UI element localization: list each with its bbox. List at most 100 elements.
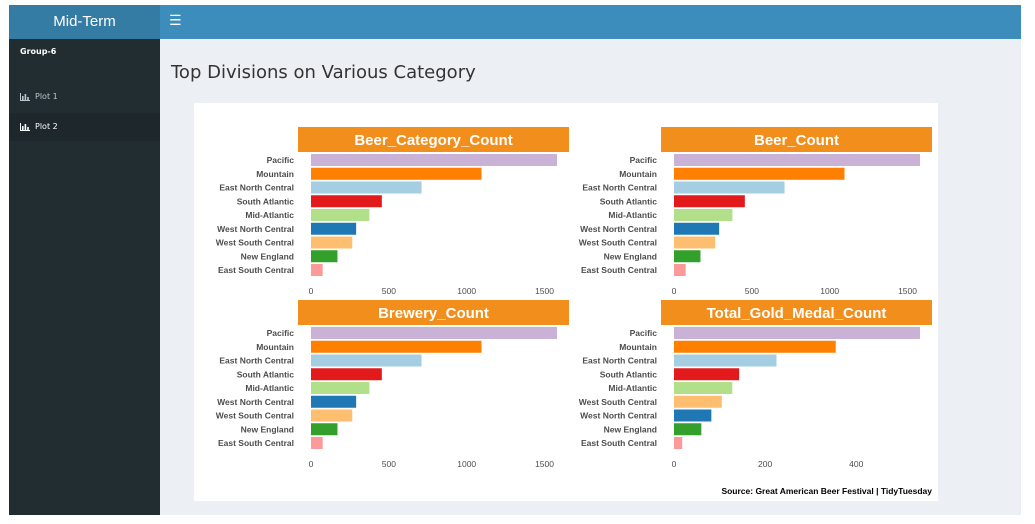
- category-label: Mid-Atlantic: [608, 383, 657, 393]
- panel-strip-total-gold-medal-count: [661, 300, 932, 325]
- category-label: Mid-Atlantic: [608, 210, 657, 220]
- bar-mountain: [674, 167, 845, 180]
- plot-output: Beer_Category_Count Pacific Mountain East N…: [194, 103, 938, 501]
- category-label: Mountain: [256, 169, 294, 179]
- bar-west-south-central: [674, 395, 722, 408]
- bar-west-north-central: [674, 409, 712, 422]
- x-tick-label: 0: [672, 459, 677, 469]
- bar-new-england: [674, 250, 701, 263]
- category-label: West South Central: [216, 411, 294, 421]
- panel-strip-brewery-count: [298, 300, 569, 325]
- source-caption: Source: Great American Beer Festival | T…: [721, 486, 932, 496]
- bar-pacific: [674, 154, 920, 166]
- x-tick-label: 0: [309, 286, 314, 296]
- top-navbar: ☰: [160, 5, 1021, 39]
- category-label: Pacific: [267, 155, 295, 165]
- category-label: South Atlantic: [237, 196, 295, 206]
- sidebar-item-label: Plot 2: [35, 122, 58, 131]
- bar-south-atlantic: [311, 195, 382, 208]
- category-label: East North Central: [582, 356, 657, 366]
- bar-pacific: [674, 327, 920, 339]
- x-tick-label: 0: [309, 459, 314, 469]
- category-label: East North Central: [582, 183, 657, 193]
- category-label: Mountain: [256, 342, 294, 352]
- x-tick-label: 0: [672, 286, 677, 296]
- category-label: South Atlantic: [237, 369, 295, 379]
- panel-title-brewery-count: Brewery_Count: [378, 305, 489, 322]
- category-label: East South Central: [581, 265, 657, 275]
- category-label: West South Central: [579, 238, 657, 248]
- bar-pacific: [311, 327, 557, 339]
- category-label: Mountain: [619, 169, 657, 179]
- sidebar-toggle-icon[interactable]: ☰: [169, 13, 182, 29]
- bar-east-north-central: [311, 181, 422, 194]
- x-tick-label: 1500: [898, 286, 917, 296]
- panel-title-beer-category-count: Beer_Category_Count: [354, 132, 512, 149]
- category-label: East North Central: [219, 356, 294, 366]
- category-label: West North Central: [217, 397, 294, 407]
- category-label: New England: [604, 251, 657, 261]
- bar-new-england: [311, 250, 338, 263]
- x-tick-label: 1000: [457, 459, 476, 469]
- category-label: West North Central: [217, 224, 294, 234]
- category-label: Pacific: [630, 328, 658, 338]
- bar-new-england: [674, 423, 702, 436]
- bar-east-south-central: [674, 264, 686, 276]
- bar-west-south-central: [311, 236, 353, 249]
- category-label: New England: [604, 424, 657, 434]
- sidebar: Group-6 Plot 1 Plot 2: [9, 39, 160, 515]
- app-logo-title[interactable]: Mid-Term: [9, 5, 160, 39]
- category-label: Pacific: [267, 328, 295, 338]
- x-tick-label: 1000: [457, 286, 476, 296]
- category-label: West South Central: [579, 397, 657, 407]
- sidebar-item-plot-2[interactable]: Plot 2: [9, 113, 160, 141]
- bar-south-atlantic: [311, 368, 382, 381]
- category-label: South Atlantic: [600, 369, 658, 379]
- category-label: East South Central: [218, 265, 294, 275]
- bar-east-south-central: [311, 437, 323, 449]
- bar-mountain: [311, 340, 482, 353]
- bar-chart-icon: [20, 122, 30, 131]
- panel-strip-beer-count: [661, 127, 932, 152]
- faceted-bar-chart: Beer_Category_Count Pacific Mountain East N…: [216, 127, 932, 496]
- category-label: Mid-Atlantic: [245, 210, 294, 220]
- x-tick-label: 500: [382, 286, 396, 296]
- x-tick-label: 1500: [535, 459, 554, 469]
- bar-west-north-central: [674, 222, 720, 235]
- page-title: Top Divisions on Various Category: [171, 62, 476, 83]
- category-label: East South Central: [581, 438, 657, 448]
- category-label: New England: [241, 251, 294, 261]
- sidebar-user-label: Group-6: [20, 47, 57, 56]
- bar-mountain: [311, 167, 482, 180]
- bar-mid-atlantic: [674, 382, 733, 394]
- bar-west-north-central: [311, 395, 357, 408]
- category-label: Pacific: [630, 155, 658, 165]
- bar-east-north-central: [311, 354, 422, 367]
- bar-mid-atlantic: [311, 209, 370, 221]
- bar-west-south-central: [674, 236, 716, 249]
- category-label: East South Central: [218, 438, 294, 448]
- x-tick-label: 1000: [820, 286, 839, 296]
- category-label: West South Central: [216, 238, 294, 248]
- bar-south-atlantic: [674, 195, 745, 208]
- bar-mid-atlantic: [311, 382, 370, 394]
- bar-mountain: [674, 340, 836, 353]
- panel-title-total-gold-medal-count: Total_Gold_Medal_Count: [707, 305, 887, 322]
- bar-mid-atlantic: [674, 209, 733, 221]
- dashboard-app: Mid-Term ☰ Group-6 Plot 1 Plot 2 Top Div…: [9, 5, 1021, 515]
- category-label: West North Central: [580, 411, 657, 421]
- bar-east-north-central: [674, 354, 777, 367]
- sidebar-item-plot-1[interactable]: Plot 1: [9, 83, 160, 111]
- x-tick-label: 200: [758, 459, 772, 469]
- bar-chart-icon: [20, 92, 30, 101]
- panel-strip-beer-category-count: [298, 127, 569, 152]
- sidebar-item-label: Plot 1: [35, 92, 58, 101]
- bar-west-north-central: [311, 222, 357, 235]
- bar-south-atlantic: [674, 368, 740, 381]
- panel-title-beer-count: Beer_Count: [754, 132, 839, 149]
- x-tick-label: 500: [382, 459, 396, 469]
- category-label: Mid-Atlantic: [245, 383, 294, 393]
- bar-new-england: [311, 423, 338, 436]
- x-tick-label: 500: [745, 286, 759, 296]
- bar-pacific: [311, 154, 557, 166]
